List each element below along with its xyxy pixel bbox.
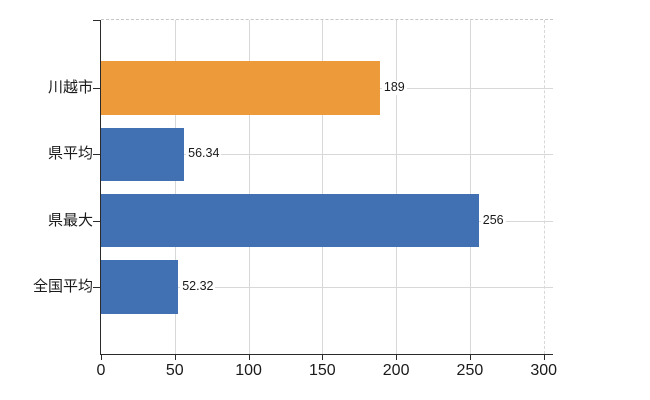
x-axis-tick xyxy=(174,355,176,360)
x-axis-tick xyxy=(469,355,471,360)
x-axis-tick xyxy=(396,355,398,360)
bar xyxy=(101,127,185,182)
y-axis-tick xyxy=(93,220,100,222)
category-label: 川越市 xyxy=(47,79,93,97)
category-label: 県最大 xyxy=(47,211,93,229)
x-tick-label: 300 xyxy=(530,362,558,379)
category-label: 県平均 xyxy=(47,145,93,163)
gridline-vertical xyxy=(469,20,471,354)
gridline-vertical xyxy=(543,20,545,354)
x-tick-label: 0 xyxy=(96,362,106,379)
x-axis-tick xyxy=(248,355,250,360)
x-tick-label: 150 xyxy=(308,362,336,379)
y-axis-line xyxy=(100,20,101,355)
plot-top-border xyxy=(101,19,553,20)
gridline-horizontal xyxy=(101,286,553,288)
category-label: 全国平均 xyxy=(32,278,93,296)
y-axis-tick xyxy=(93,154,100,156)
y-axis-top-tick xyxy=(93,20,100,21)
bar-value-label: 52.32 xyxy=(180,279,216,294)
y-axis-tick xyxy=(93,88,100,89)
x-axis-tick xyxy=(543,355,545,360)
gridline-vertical xyxy=(248,20,250,354)
bar-value-label: 256 xyxy=(480,212,506,228)
gridline-vertical xyxy=(396,20,398,354)
x-axis-tick xyxy=(101,355,102,360)
gridline-vertical xyxy=(322,20,324,354)
x-tick-label: 50 xyxy=(165,362,184,379)
y-axis-tick xyxy=(93,286,100,288)
bar-value-label: 189 xyxy=(381,80,407,95)
gridline-horizontal xyxy=(101,154,553,156)
x-axis-tick xyxy=(322,355,324,360)
bar xyxy=(101,193,479,248)
bar xyxy=(101,61,380,115)
x-tick-label: 250 xyxy=(456,362,484,379)
x-tick-label: 100 xyxy=(235,362,262,379)
bar-value-label: 56.34 xyxy=(186,146,222,162)
gridline-vertical xyxy=(174,20,176,354)
bar xyxy=(101,260,179,314)
x-tick-label: 200 xyxy=(382,362,410,379)
x-axis-line xyxy=(100,354,553,355)
